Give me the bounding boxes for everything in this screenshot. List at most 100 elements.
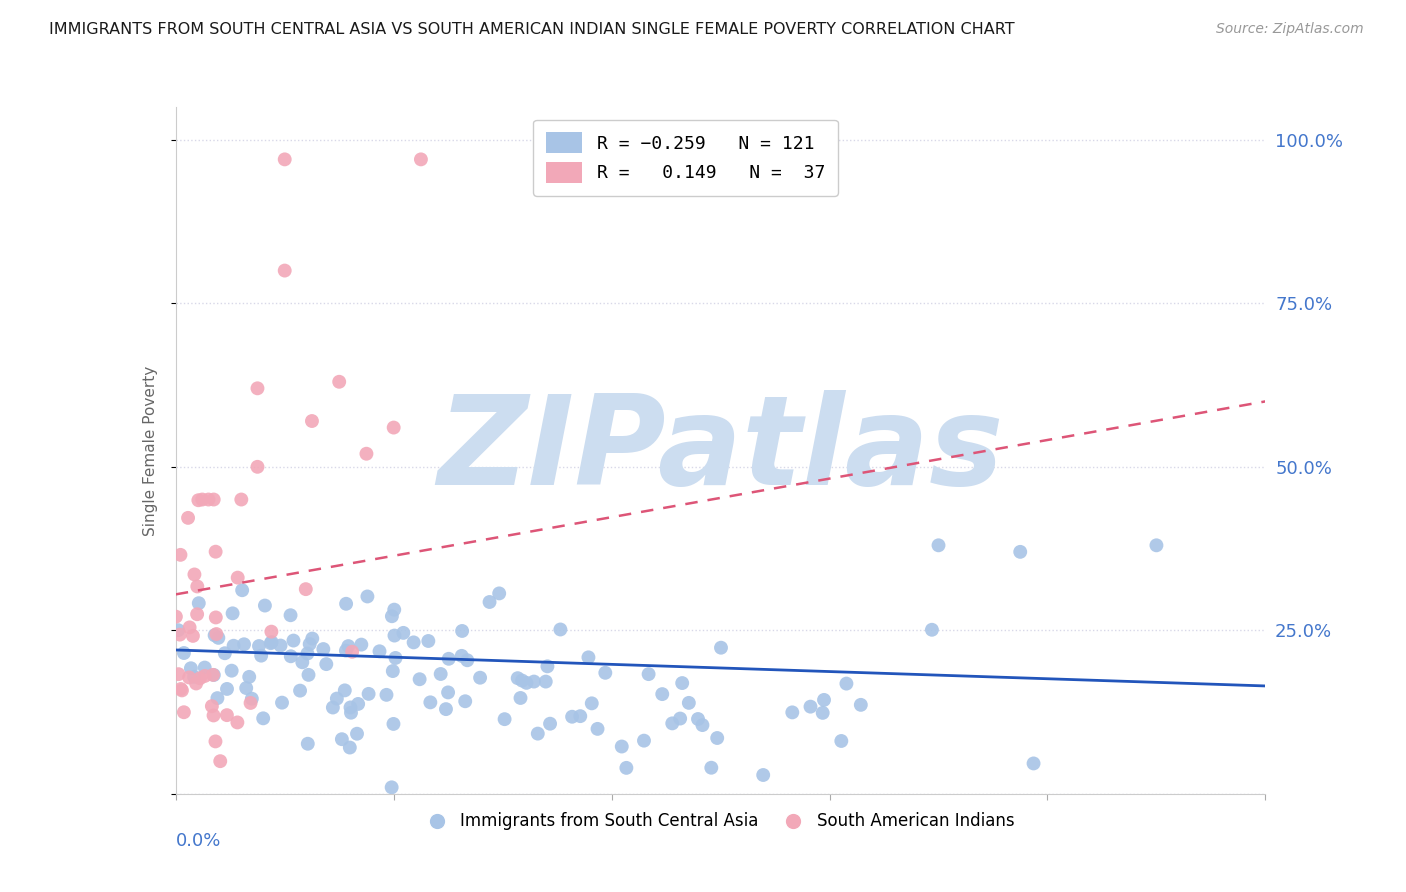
Point (1022, 756, 1045, 771)
Point (382, 717, 405, 731)
Point (368, 644, 391, 658)
Point (231, 492, 253, 507)
Point (509, 690, 531, 705)
Point (595, 665, 617, 680)
Point (215, 708, 238, 723)
Point (197, 492, 219, 507)
Point (350, 638, 373, 652)
Point (337, 639, 360, 653)
Point (523, 674, 546, 689)
Point (669, 712, 692, 726)
Point (188, 671, 211, 685)
Point (180, 661, 202, 675)
Point (280, 649, 302, 664)
Point (581, 696, 603, 710)
Point (301, 414, 323, 428)
Point (347, 697, 370, 711)
Point (297, 737, 319, 751)
Point (315, 657, 337, 672)
Point (392, 626, 415, 640)
Point (291, 655, 314, 669)
Point (238, 670, 260, 684)
Point (678, 696, 700, 710)
Point (637, 667, 659, 681)
Point (782, 706, 804, 720)
Point (202, 668, 225, 682)
Point (312, 642, 335, 657)
Point (207, 631, 229, 645)
Point (204, 734, 226, 748)
Point (274, 153, 297, 167)
Point (434, 702, 457, 716)
Point (429, 667, 451, 681)
Point (301, 632, 323, 646)
Point (271, 696, 294, 710)
Point (478, 595, 501, 609)
Point (339, 700, 361, 714)
Point (494, 712, 516, 726)
Point (207, 691, 229, 706)
Point (408, 672, 430, 686)
Point (928, 538, 950, 552)
Point (402, 635, 425, 649)
Point (226, 571, 249, 585)
Point (201, 699, 224, 714)
Point (288, 683, 311, 698)
Point (651, 687, 673, 701)
Point (280, 608, 302, 623)
Point (578, 650, 600, 665)
Point (186, 579, 208, 593)
Point (706, 731, 728, 745)
Point (356, 590, 378, 604)
Point (252, 711, 274, 725)
Point (418, 634, 440, 648)
Point (239, 696, 262, 710)
Point (233, 637, 256, 651)
Point (346, 727, 368, 741)
Point (340, 645, 363, 659)
Point (194, 660, 217, 674)
Point (253, 599, 276, 613)
Point (191, 492, 214, 507)
Point (419, 695, 441, 709)
Point (1144, 538, 1167, 552)
Point (437, 652, 460, 666)
Point (357, 687, 380, 701)
Point (169, 627, 191, 641)
Point (661, 716, 683, 731)
Point (169, 548, 191, 562)
Point (170, 681, 193, 696)
Point (339, 740, 361, 755)
Point (222, 639, 245, 653)
Point (700, 761, 723, 775)
Point (384, 629, 406, 643)
Point (173, 646, 195, 660)
Point (260, 624, 283, 639)
Point (250, 648, 273, 663)
Point (274, 263, 297, 277)
Point (1010, 545, 1032, 559)
Text: 0.0%: 0.0% (176, 831, 221, 850)
Point (534, 674, 557, 689)
Point (849, 698, 872, 712)
Point (204, 610, 226, 624)
Point (409, 153, 432, 167)
Point (298, 637, 321, 651)
Point (179, 670, 201, 684)
Point (226, 715, 249, 730)
Point (633, 733, 655, 747)
Point (561, 710, 583, 724)
Point (451, 624, 474, 638)
Point (515, 676, 537, 690)
Point (297, 647, 319, 661)
Point (384, 651, 406, 665)
Point (186, 676, 208, 690)
Point (181, 629, 204, 643)
Text: ZIPatlas: ZIPatlas (437, 390, 1004, 511)
Point (381, 664, 404, 678)
Point (246, 381, 269, 395)
Point (183, 567, 205, 582)
Point (204, 544, 226, 558)
Point (260, 635, 283, 649)
Point (536, 659, 558, 673)
